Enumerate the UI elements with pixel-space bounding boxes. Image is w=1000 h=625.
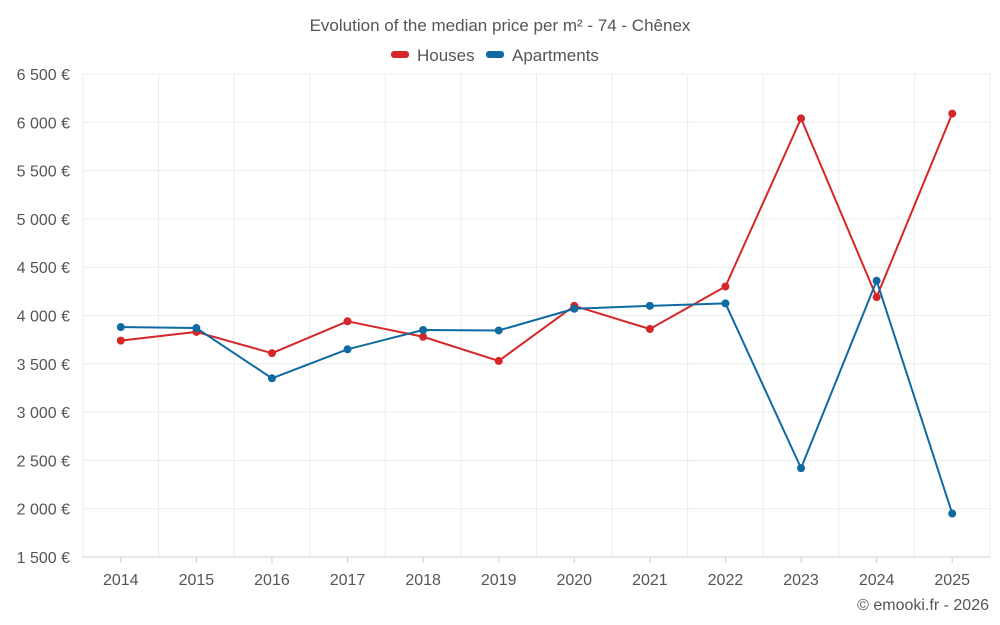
x-grid bbox=[82, 74, 991, 558]
data-point-apartments[interactable] bbox=[721, 299, 730, 308]
y-axis-labels: 1 500 € 2 000 € 2 500 € 3 000 € 3 500 € 4 000… bbox=[17, 67, 70, 567]
x-tick-label: 2016 bbox=[254, 572, 290, 589]
y-tick-label: 4 500 € bbox=[17, 260, 70, 277]
data-point-apartments[interactable] bbox=[948, 509, 957, 518]
y-tick-label: 4 000 € bbox=[17, 309, 70, 326]
y-tick-label: 3 500 € bbox=[17, 357, 70, 374]
legend-item-houses[interactable]: Houses bbox=[391, 46, 475, 65]
legend-item-apartments[interactable]: Apartments bbox=[486, 46, 599, 65]
data-point-houses[interactable] bbox=[116, 336, 125, 345]
data-point-apartments[interactable] bbox=[192, 324, 201, 333]
x-tick-label: 2021 bbox=[632, 572, 668, 589]
x-tick-label: 2018 bbox=[405, 572, 441, 589]
y-tick-label: 3 000 € bbox=[17, 405, 70, 422]
data-point-apartments[interactable] bbox=[570, 304, 579, 313]
data-point-houses[interactable] bbox=[797, 114, 806, 123]
y-tick-label: 6 500 € bbox=[17, 67, 70, 84]
y-tick-label: 6 000 € bbox=[17, 115, 70, 132]
data-point-apartments[interactable] bbox=[267, 374, 276, 383]
data-point-apartments[interactable] bbox=[419, 325, 428, 334]
legend-swatch-houses bbox=[391, 51, 409, 58]
legend-label-apartments: Apartments bbox=[512, 46, 599, 65]
x-tick-label: 2025 bbox=[934, 572, 970, 589]
data-point-apartments[interactable] bbox=[116, 323, 125, 332]
y-tick-label: 2 500 € bbox=[17, 453, 70, 470]
data-point-houses[interactable] bbox=[948, 109, 957, 118]
x-tick-label: 2023 bbox=[783, 572, 819, 589]
x-tick-label: 2020 bbox=[556, 572, 592, 589]
data-point-apartments[interactable] bbox=[343, 345, 352, 354]
data-point-houses[interactable] bbox=[645, 325, 654, 334]
credit-text: © emooki.fr - 2026 bbox=[857, 597, 989, 614]
data-point-houses[interactable] bbox=[494, 356, 503, 365]
data-point-apartments[interactable] bbox=[645, 301, 654, 310]
data-point-apartments[interactable] bbox=[872, 276, 881, 285]
x-tick-label: 2024 bbox=[859, 572, 895, 589]
chart-title: Evolution of the median price per m² - 7… bbox=[310, 16, 691, 35]
y-tick-label: 1 500 € bbox=[17, 550, 70, 567]
y-tick-label: 5 000 € bbox=[17, 212, 70, 229]
x-tick-label: 2019 bbox=[481, 572, 517, 589]
series-line-apartments bbox=[120, 279, 954, 514]
data-point-houses[interactable] bbox=[343, 317, 352, 326]
x-tick-label: 2022 bbox=[708, 572, 744, 589]
data-point-houses[interactable] bbox=[419, 332, 428, 341]
chart-legend: Houses Apartments bbox=[391, 46, 599, 65]
legend-label-houses: Houses bbox=[417, 46, 475, 65]
legend-swatch-apartments bbox=[486, 51, 504, 58]
series-layer bbox=[116, 109, 957, 518]
x-tick-label: 2014 bbox=[103, 572, 139, 589]
y-tick-label: 2 000 € bbox=[17, 502, 70, 519]
data-point-houses[interactable] bbox=[267, 349, 276, 358]
data-point-houses[interactable] bbox=[721, 282, 730, 291]
y-tick-label: 5 500 € bbox=[17, 164, 70, 181]
series-line-houses bbox=[120, 113, 954, 362]
data-point-apartments[interactable] bbox=[494, 326, 503, 335]
x-axis-labels: 2014 2015 2016 2017 2018 2019 2020 2021 2022 2023… bbox=[103, 557, 970, 589]
x-tick-label: 2017 bbox=[330, 572, 366, 589]
data-point-houses[interactable] bbox=[872, 293, 881, 302]
x-tick-label: 2015 bbox=[179, 572, 215, 589]
data-point-apartments[interactable] bbox=[797, 464, 806, 473]
